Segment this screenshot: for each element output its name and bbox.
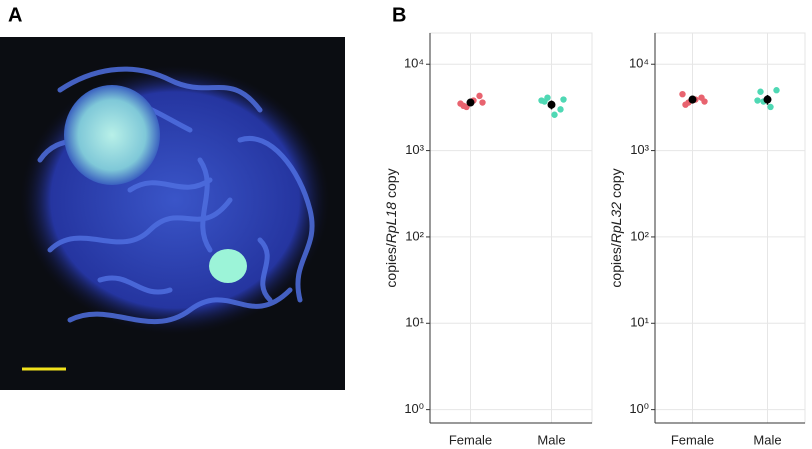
point bbox=[682, 101, 689, 108]
point bbox=[460, 102, 467, 110]
point bbox=[476, 92, 483, 100]
y-label-part: copy bbox=[383, 168, 399, 198]
y-tick-label: 10¹ bbox=[630, 315, 649, 330]
y-tick-label: 10³ bbox=[405, 142, 424, 157]
x-tick-label: Female bbox=[449, 432, 492, 447]
y-label-part: copy bbox=[608, 168, 624, 198]
panel-label: B bbox=[392, 4, 406, 26]
mean-point bbox=[466, 98, 475, 107]
y-tick-label: 10³ bbox=[630, 142, 649, 157]
panel-label: A bbox=[8, 4, 22, 26]
point bbox=[551, 111, 558, 118]
x-tick-label: Female bbox=[671, 432, 714, 447]
y-label-part: copies/ bbox=[608, 243, 624, 287]
point bbox=[773, 87, 780, 94]
point bbox=[557, 106, 564, 113]
y-tick-label: 10⁴ bbox=[404, 56, 424, 71]
point bbox=[541, 98, 548, 105]
plot-area bbox=[429, 32, 593, 424]
point bbox=[479, 99, 486, 106]
y-tick-label: 10² bbox=[405, 228, 424, 243]
point bbox=[754, 97, 761, 104]
point bbox=[767, 103, 774, 111]
point bbox=[560, 96, 567, 103]
mean-point bbox=[688, 95, 697, 104]
y-tick-label: 10² bbox=[630, 228, 649, 243]
point bbox=[701, 98, 708, 105]
x-tick-label: Male bbox=[753, 432, 781, 447]
y-tick-label: 10⁰ bbox=[404, 401, 424, 416]
x-tick-label: Male bbox=[537, 432, 565, 447]
mean-point bbox=[763, 95, 772, 104]
micrograph bbox=[0, 37, 345, 390]
y-tick-label: 10¹ bbox=[405, 315, 424, 330]
y-tick-label: 10⁰ bbox=[629, 401, 649, 416]
y-label-part: copies/ bbox=[383, 243, 399, 287]
y-tick-label: 10⁴ bbox=[629, 56, 649, 71]
plot-area bbox=[654, 32, 806, 424]
point bbox=[679, 90, 686, 98]
mean-point bbox=[547, 100, 556, 109]
y-axis-label: copies/RpL18 copy bbox=[383, 168, 399, 287]
y-label-gene: RpL32 bbox=[608, 202, 624, 243]
point bbox=[757, 88, 764, 95]
y-axis-label: copies/RpL32 copy bbox=[608, 168, 624, 287]
y-label-gene: RpL18 bbox=[383, 202, 399, 243]
